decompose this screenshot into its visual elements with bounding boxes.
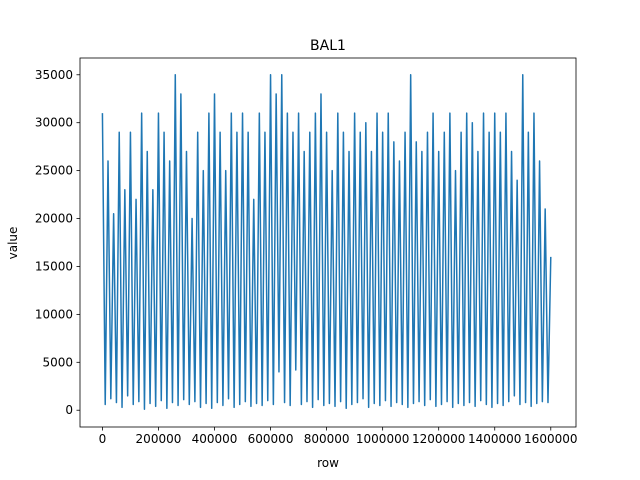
- x-tick-label: 400000: [192, 432, 238, 446]
- x-axis-label: row: [317, 456, 339, 470]
- x-tick-label: 0: [99, 432, 107, 446]
- y-tick-label: 0: [65, 403, 73, 417]
- x-tick-label: 1400000: [468, 432, 521, 446]
- y-tick-label: 15000: [35, 259, 73, 273]
- plot-area: [101, 74, 552, 411]
- data-line: [101, 74, 552, 411]
- x-tick-label: 1200000: [412, 432, 465, 446]
- y-tick-label: 30000: [35, 116, 73, 130]
- y-tick-label: 20000: [35, 212, 73, 226]
- x-tick-label: 200000: [136, 432, 182, 446]
- y-tick-label: 35000: [35, 68, 73, 82]
- x-tick-label: 1600000: [524, 432, 577, 446]
- x-tick-label: 800000: [304, 432, 350, 446]
- x-tick-label: 1000000: [356, 432, 409, 446]
- chart-title: BAL1: [310, 38, 346, 54]
- y-tick-label: 10000: [35, 307, 73, 321]
- y-tick-label: 25000: [35, 164, 73, 178]
- x-tick-label: 600000: [248, 432, 294, 446]
- y-axis-label: value: [6, 227, 20, 260]
- axes-frame: [79, 57, 577, 428]
- y-tick-label: 5000: [42, 355, 73, 369]
